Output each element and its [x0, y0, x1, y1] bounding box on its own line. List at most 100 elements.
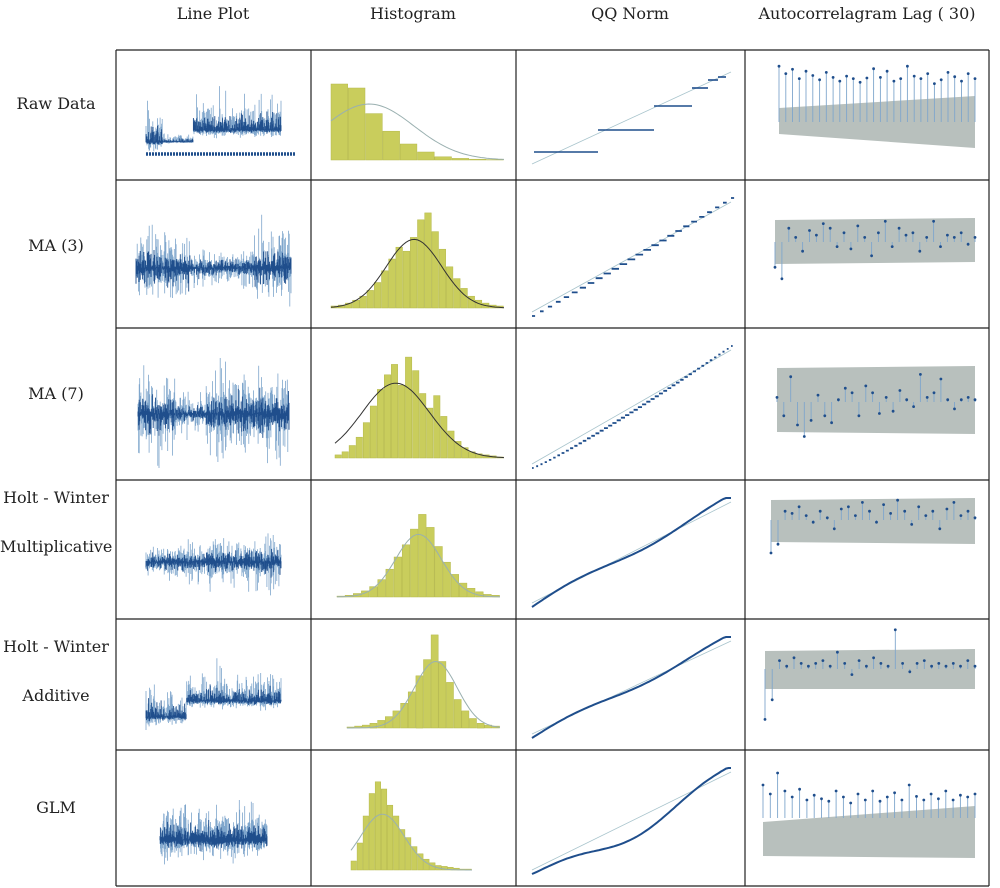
acf-lag-point: [836, 650, 839, 654]
acf-lag-point: [785, 664, 789, 668]
histogram-bar: [369, 586, 378, 598]
acf-lag-point: [885, 795, 889, 799]
acf-lag-point: [924, 514, 928, 517]
acf-lag-point: [959, 793, 962, 797]
histogram-bar: [399, 143, 418, 161]
acf-lag-point: [842, 795, 845, 799]
histogram-bar: [440, 416, 448, 459]
acf-lag-point: [851, 77, 855, 80]
histogram-bar: [377, 389, 384, 459]
series-trace: [159, 820, 268, 852]
acf-lag-point: [899, 77, 903, 80]
histogram-bar: [402, 250, 410, 309]
histogram-bar: [461, 710, 470, 729]
histogram-bar: [434, 156, 452, 161]
acf-lag-point: [780, 277, 784, 281]
acf-lag-point: [818, 78, 821, 82]
acf-lag-point: [910, 523, 914, 526]
histogram-bar: [374, 781, 381, 871]
acf-lag-point: [946, 71, 950, 74]
histogram-bar: [415, 675, 424, 729]
acf-lag-point: [761, 783, 765, 787]
qq-reference-line: [531, 71, 732, 165]
line-plot-panel: [135, 214, 292, 307]
column-header-histogram: Histogram: [370, 4, 456, 23]
acf-lag-point: [897, 226, 901, 230]
qq-panel: [531, 71, 732, 165]
histogram-bar: [362, 422, 370, 459]
acf-lag-point: [946, 398, 950, 402]
qq-panel: [531, 197, 735, 317]
acf-lag-point: [843, 386, 847, 390]
acf-lag-point: [890, 245, 894, 249]
acf-lag-point: [905, 398, 909, 402]
acf-lag-point: [773, 265, 777, 269]
acf-lag-point: [966, 396, 970, 399]
histogram-bar: [369, 405, 377, 459]
density-curve: [336, 533, 501, 598]
acf-lag-point: [973, 398, 977, 402]
histogram-bar: [400, 703, 408, 729]
acf-lag-point: [811, 520, 815, 524]
acf-lag-point: [783, 789, 787, 793]
acf-lag-point: [939, 78, 943, 82]
acf-lag-point: [839, 507, 843, 511]
acf-lag-point: [827, 799, 831, 803]
histogram-bar: [393, 815, 400, 871]
histogram-bar: [417, 853, 424, 871]
histogram-bar: [365, 113, 383, 161]
histogram-bar: [417, 219, 425, 309]
density-curve: [347, 660, 501, 729]
acf-lag-point: [886, 664, 890, 668]
acf-lag-point: [794, 236, 798, 239]
acf-lag-point: [872, 67, 875, 71]
acf-lag-point: [959, 514, 963, 517]
acf-lag-point: [933, 82, 936, 85]
acf-lag-point: [951, 662, 955, 665]
line-plot-panel: [145, 533, 282, 596]
acf-lag-point: [830, 421, 833, 425]
acf-lag-point: [900, 798, 904, 802]
acf-lag-point: [864, 384, 868, 388]
histogram-bar: [382, 130, 400, 161]
qq-reference-line: [531, 201, 732, 313]
acf-lag-point: [815, 233, 818, 237]
acf-lag-point: [879, 662, 883, 665]
histogram-panel: [330, 212, 505, 309]
acf-lag-point: [856, 792, 860, 796]
series-trace: [145, 111, 282, 145]
histogram-panel: [350, 781, 472, 871]
histogram-bar: [405, 837, 412, 871]
acf-lag-point: [908, 670, 912, 674]
acf-lag-point: [796, 423, 799, 427]
acf-lag-point: [843, 662, 847, 665]
histogram-panel: [346, 634, 501, 729]
acf-lag-point: [797, 505, 801, 509]
histogram-bar: [431, 231, 439, 309]
acf-lag-point: [938, 527, 942, 531]
acf-lag-point: [896, 498, 899, 502]
acf-lag-point: [922, 798, 926, 802]
histogram-panel: [334, 356, 505, 459]
acf-lag-point: [812, 793, 816, 797]
acf-lag-point: [945, 507, 949, 511]
acf-lag-point: [775, 396, 779, 399]
acf-lag-point: [907, 783, 911, 787]
acf-lag-point: [885, 69, 889, 73]
acf-lag-point: [816, 393, 820, 397]
acf-lag-point: [953, 407, 956, 411]
acf-lag-point: [850, 391, 854, 395]
acf-lag-point: [809, 419, 813, 422]
qq-panel: [531, 767, 732, 875]
acf-lag-point: [960, 79, 963, 83]
acf-lag-point: [783, 509, 787, 513]
histogram-bar: [398, 384, 406, 459]
density-curve: [330, 103, 505, 160]
histogram-bar: [393, 556, 402, 598]
acf-lag-point: [837, 398, 840, 402]
acf-lag-point: [951, 798, 955, 802]
acf-lag-point: [919, 77, 923, 80]
density-curve: [334, 382, 505, 459]
acf-lag-point: [973, 516, 977, 520]
acf-lag-point: [797, 77, 801, 80]
